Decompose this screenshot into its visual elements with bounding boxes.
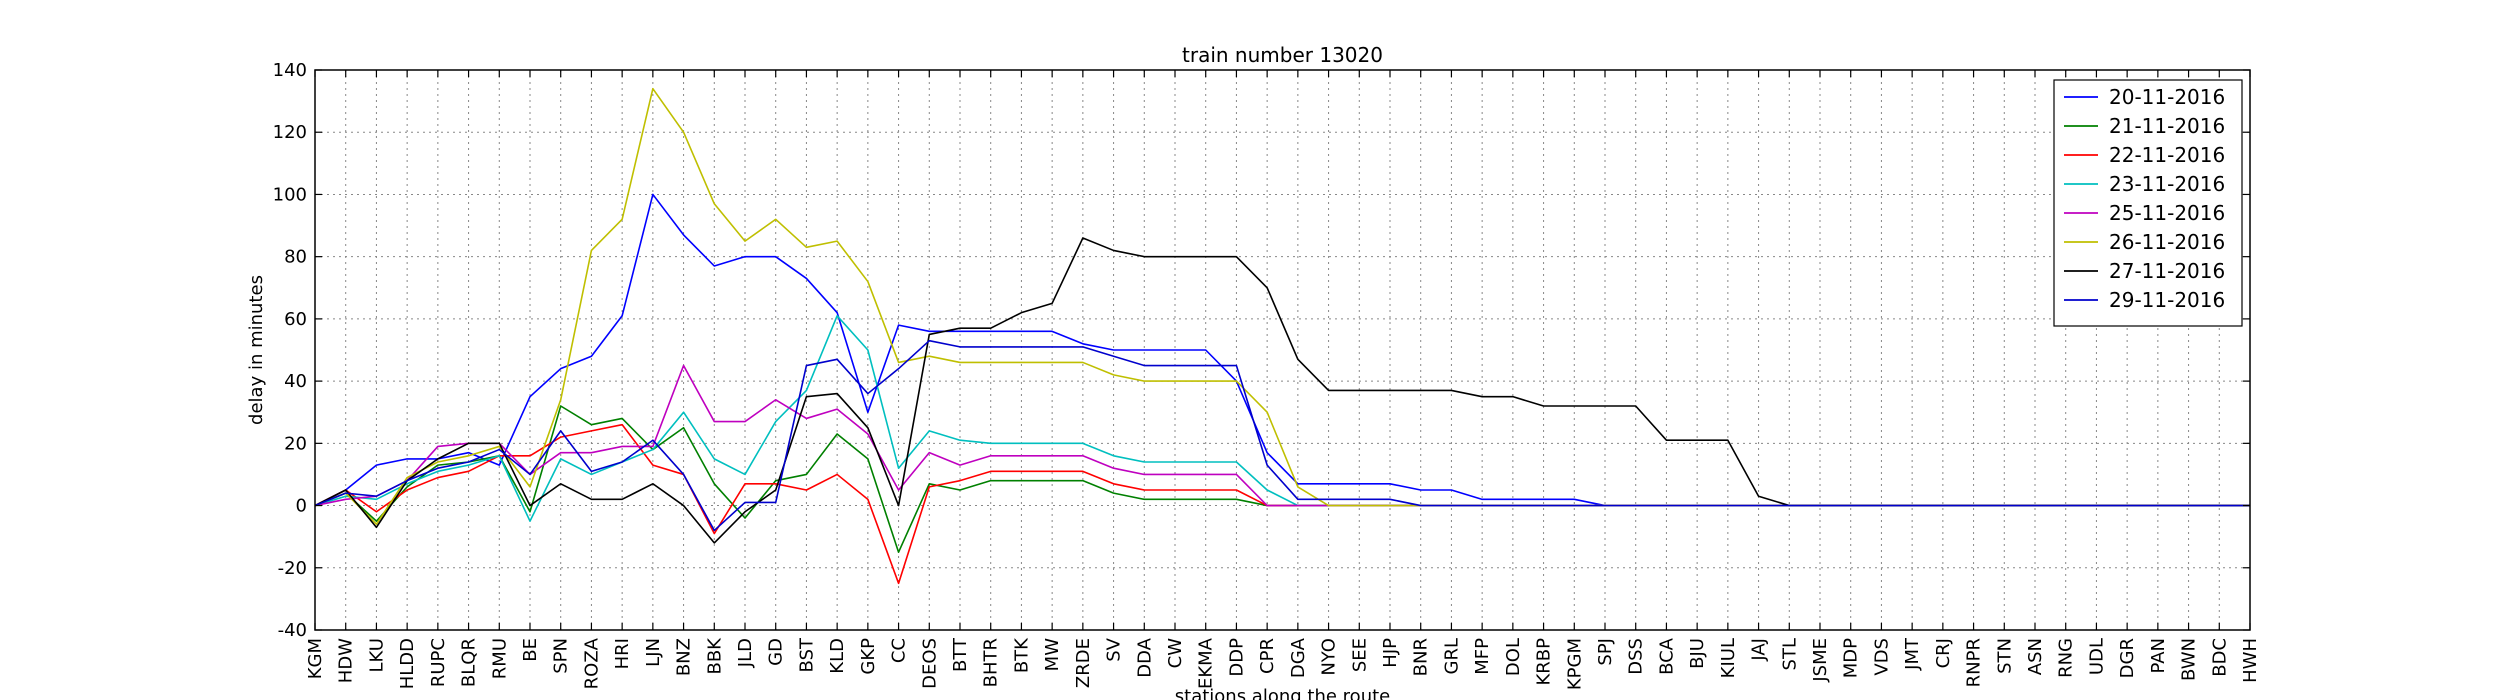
x-axis-ticks: KGM HDW LKU HLDD RUPC BLQR RMU BE SPN ROZA HRI LJN B… xyxy=(305,70,2261,690)
x-tick-label: HLDD xyxy=(397,638,418,689)
y-axis-label: delay in minutes xyxy=(246,275,267,425)
chart-title: train number 13020 xyxy=(1182,43,1383,67)
x-tick-label: DOL xyxy=(1503,638,1524,676)
x-tick-label: MFP xyxy=(1472,638,1493,675)
x-tick-label: GKP xyxy=(858,638,879,675)
plot-frame xyxy=(314,69,2251,631)
x-tick-label: HWH xyxy=(2240,638,2261,683)
x-tick-label: HDW xyxy=(336,638,357,683)
x-tick-label: BBK xyxy=(704,637,725,675)
legend-box xyxy=(2053,79,2243,327)
x-tick-label: SV xyxy=(1104,637,1125,661)
series-line xyxy=(314,193,2250,507)
legend-label: 21-11-2016 xyxy=(2109,114,2225,138)
x-tick-label: KIUL xyxy=(1718,638,1739,678)
x-tick-label: BDC xyxy=(2209,638,2230,677)
series-line xyxy=(314,87,2250,526)
x-tick-label: UDL xyxy=(2086,638,2107,675)
x-tick-label: DDA xyxy=(1134,637,1155,677)
x-tick-label: KLD xyxy=(827,638,848,674)
x-tick-label: DGA xyxy=(1288,637,1309,678)
x-tick-label: STN xyxy=(1994,638,2015,674)
x-tick-label: BWN xyxy=(2179,638,2200,681)
x-tick-label: SPJ xyxy=(1595,638,1616,666)
y-tick-label: 80 xyxy=(284,247,307,268)
series-line xyxy=(314,339,2250,532)
x-tick-label: GD xyxy=(766,638,787,666)
legend-label: 26-11-2016 xyxy=(2109,230,2225,254)
series-lines xyxy=(314,87,2250,585)
legend-label: 20-11-2016 xyxy=(2109,85,2225,109)
x-tick-label: RNG xyxy=(2056,638,2077,678)
x-tick-label: DSS xyxy=(1626,638,1647,675)
x-tick-label: NYO xyxy=(1319,638,1340,676)
x-tick-label: DEOS xyxy=(919,638,940,689)
x-tick-label: DGR xyxy=(2117,638,2138,678)
x-tick-label: BTK xyxy=(1011,637,1032,673)
x-tick-label: JAJ xyxy=(1749,638,1770,662)
x-tick-label: BNZ xyxy=(674,638,695,676)
legend-label: 29-11-2016 xyxy=(2109,288,2225,312)
x-tick-label: BTT xyxy=(950,637,971,672)
y-tick-label: 140 xyxy=(273,60,307,81)
x-tick-label: CRJ xyxy=(1933,638,1954,668)
legend-label: 23-11-2016 xyxy=(2109,172,2225,196)
x-axis-label: stations along the route xyxy=(1175,686,1390,700)
x-tick-label: VDS xyxy=(1871,638,1892,676)
legend-label: 27-11-2016 xyxy=(2109,259,2225,283)
y-tick-label: -40 xyxy=(278,620,307,641)
series-line xyxy=(314,364,2250,507)
x-tick-label: MW xyxy=(1042,638,1063,672)
y-tick-label: 60 xyxy=(284,309,307,330)
x-tick-label: HJP xyxy=(1380,638,1401,668)
x-tick-label: CPR xyxy=(1257,638,1278,674)
x-tick-label: SPN xyxy=(551,638,572,674)
legend: 20-11-2016 21-11-2016 22-11-2016 23-11-2016… xyxy=(2053,79,2243,327)
x-tick-label: BNR xyxy=(1411,638,1432,676)
y-tick-label: 100 xyxy=(273,184,307,205)
y-tick-label: 0 xyxy=(296,496,307,517)
y-tick-label: 120 xyxy=(273,122,307,143)
x-tick-label: ZRDE xyxy=(1073,638,1094,688)
x-tick-label: BCA xyxy=(1656,637,1677,675)
x-tick-label: PAN xyxy=(2148,638,2169,673)
legend-label: 22-11-2016 xyxy=(2109,143,2225,167)
x-tick-label: KPGM xyxy=(1564,638,1585,690)
x-tick-label: ROZA xyxy=(581,637,602,689)
x-tick-label: JSME xyxy=(1810,638,1831,683)
x-tick-label: JLD xyxy=(735,638,756,668)
x-tick-label: GRL xyxy=(1441,638,1462,674)
series-line xyxy=(314,314,2250,522)
x-tick-label: KRBP xyxy=(1534,638,1555,686)
x-tick-label: ASN xyxy=(2025,638,2046,675)
legend-label: 25-11-2016 xyxy=(2109,201,2225,225)
x-tick-label: DDP xyxy=(1226,638,1247,677)
y-tick-label: -20 xyxy=(278,558,307,579)
x-tick-label: BLQR xyxy=(459,638,480,687)
x-tick-label: BST xyxy=(796,637,817,672)
x-tick-label: HRI xyxy=(612,638,633,669)
x-tick-label: BJU xyxy=(1687,638,1708,669)
x-tick-label: EKMA xyxy=(1196,637,1217,689)
x-tick-label: JMT xyxy=(1902,637,1923,671)
x-tick-label: CC xyxy=(889,638,910,663)
x-tick-label: LKU xyxy=(366,638,387,673)
x-tick-label: BHTR xyxy=(981,638,1002,687)
grid-lines xyxy=(314,69,2251,631)
x-tick-label: CW xyxy=(1165,638,1186,669)
x-tick-label: MDP xyxy=(1841,638,1862,678)
y-tick-label: 40 xyxy=(284,371,307,392)
y-tick-label: 20 xyxy=(284,433,307,454)
x-tick-label: LJN xyxy=(643,638,664,667)
x-tick-label: STL xyxy=(1779,638,1800,670)
x-tick-label: RMU xyxy=(489,638,510,679)
x-tick-label: SEE xyxy=(1349,638,1370,672)
x-tick-label: BE xyxy=(520,638,541,662)
x-tick-label: RUPC xyxy=(428,638,449,687)
x-tick-label: KGM xyxy=(305,638,326,679)
x-tick-label: RNPR xyxy=(1964,638,1985,687)
y-axis-ticks: -40 -20 0 20 40 60 80 100 120 140 xyxy=(273,60,2250,641)
